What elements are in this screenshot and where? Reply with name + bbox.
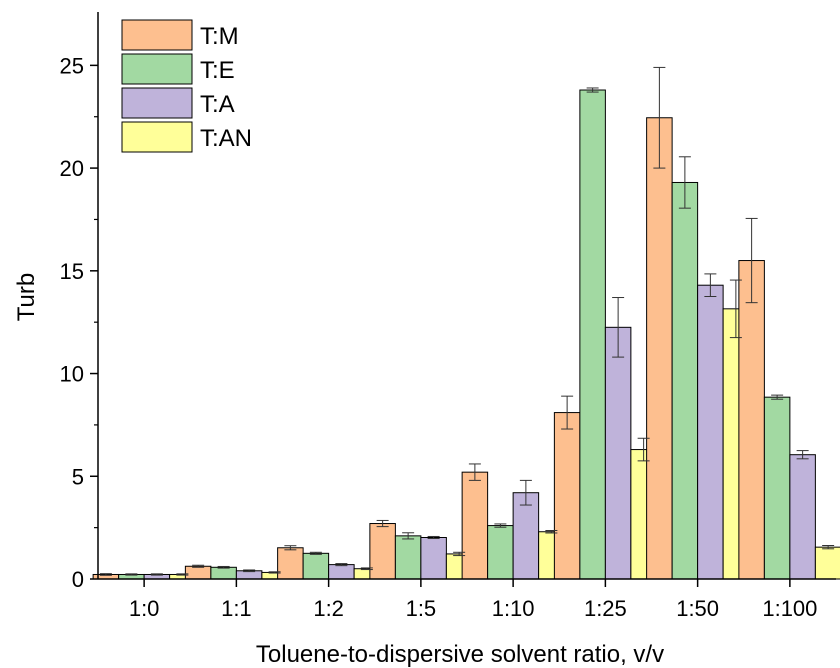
error-bars-layer xyxy=(99,66,835,576)
bar-ta-7 xyxy=(789,454,816,580)
x-tick-label: 1:10 xyxy=(492,596,535,621)
bar-tm-4 xyxy=(461,471,489,580)
bar-ta-5 xyxy=(604,326,632,580)
y-tick-label: 20 xyxy=(60,156,84,181)
bar-tm-1 xyxy=(184,565,212,580)
bar-ta-4 xyxy=(512,492,540,580)
y-tick-label: 10 xyxy=(60,362,84,387)
legend-label: T:M xyxy=(200,23,239,50)
bar-ta-2 xyxy=(328,564,355,580)
y-tick-label: 25 xyxy=(60,53,84,78)
x-tick-label: 1:5 xyxy=(406,596,437,621)
bar-te-4 xyxy=(487,525,514,580)
bar-tm-5 xyxy=(553,412,581,580)
legend-label: T:E xyxy=(200,57,235,84)
legend: T:M T:E T:A T:AN xyxy=(121,19,252,153)
x-tick-label: 1:25 xyxy=(584,596,627,621)
x-axis-label: Toluene-to-dispersive solvent ratio, v/v xyxy=(256,641,664,668)
legend-swatch xyxy=(121,87,193,119)
bar-te-3 xyxy=(394,535,422,580)
bars-layer xyxy=(92,89,840,580)
bar-tm-3 xyxy=(369,523,396,580)
bar-tm-7 xyxy=(738,260,765,580)
x-tick-label: 1:2 xyxy=(313,596,344,621)
bar-te-5 xyxy=(579,89,606,580)
y-ticks-layer: 0 5 10 15 20 25 xyxy=(60,53,98,592)
bar-ta-3 xyxy=(420,536,447,580)
x-tick-label: 1:0 xyxy=(129,596,160,621)
axes-layer xyxy=(97,12,836,580)
bar-tm-6 xyxy=(646,117,673,580)
bar-te-2 xyxy=(302,552,330,580)
x-ticks-layer: 1:0 1:1 1:2 1:5 1:10 1:25 1:50 1:100 xyxy=(129,579,817,621)
bar-ta-6 xyxy=(697,284,724,580)
y-axis-label: Turb xyxy=(13,273,40,321)
bar-tm-2 xyxy=(277,547,304,580)
y-tick-label: 0 xyxy=(72,567,84,592)
x-tick-label: 1:50 xyxy=(676,596,719,621)
y-tick-label: 5 xyxy=(72,464,84,489)
bar-tan-7 xyxy=(814,546,840,580)
y-tick-label: 15 xyxy=(60,259,84,284)
legend-swatch xyxy=(121,19,193,51)
legend-label: T:AN xyxy=(200,125,252,152)
legend-swatch xyxy=(121,121,193,153)
legend-label: T:A xyxy=(200,91,235,118)
legend-swatch xyxy=(121,53,193,85)
bar-te-1 xyxy=(210,566,237,580)
x-tick-label: 1:100 xyxy=(762,596,817,621)
bar-te-6 xyxy=(671,181,699,580)
x-tick-label: 1:1 xyxy=(221,596,252,621)
bar-te-7 xyxy=(763,396,791,580)
